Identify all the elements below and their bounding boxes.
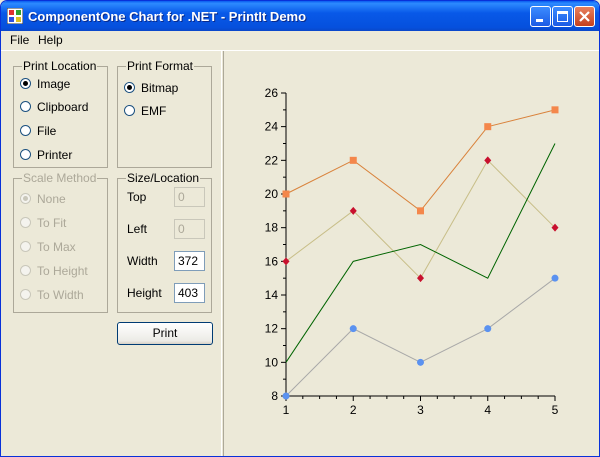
app-icon[interactable] (7, 8, 23, 24)
menu-file[interactable]: File (10, 33, 30, 47)
menu-bar: File Help (1, 31, 599, 51)
splitter[interactable] (221, 51, 224, 456)
radio-label: To Max (37, 240, 76, 254)
size-location-group: Size/Location Top 0 Left 0 Width 372 Hei… (117, 171, 212, 313)
radio-circle[interactable] (124, 82, 135, 93)
y-tick-label: 24 (265, 120, 279, 134)
print-button[interactable]: Print (117, 322, 213, 345)
left-field: 0 (174, 219, 205, 239)
x-tick-label: 2 (350, 403, 357, 417)
data-point-diamond (282, 257, 290, 266)
data-point-circle (484, 325, 492, 333)
radio-label: Image (37, 77, 71, 91)
radio-label: Clipboard (37, 100, 89, 114)
y-tick-label: 20 (265, 187, 279, 201)
y-tick-label: 16 (265, 254, 279, 268)
print-format-group: Print Format Bitmap EMF (117, 59, 212, 168)
series-line-2 (285, 159, 556, 279)
data-point-square (551, 106, 559, 114)
x-tick-label: 5 (552, 403, 559, 417)
width-field[interactable]: 372 (174, 251, 205, 271)
series-line-4 (285, 277, 556, 397)
radio-label: File (37, 124, 57, 138)
menu-help[interactable]: Help (38, 33, 63, 47)
height-field[interactable]: 403 (174, 283, 205, 303)
data-point-square (417, 207, 424, 215)
data-point-square (484, 123, 492, 131)
radio-circle (20, 241, 31, 252)
width-label: Width (127, 254, 158, 268)
data-point-diamond (551, 223, 559, 232)
minimize-icon (536, 19, 543, 22)
radio-label: To Fit (37, 216, 67, 230)
radio-circle[interactable] (20, 101, 31, 112)
radio-circle[interactable] (20, 149, 31, 160)
radio-label: Printer (37, 148, 73, 162)
data-point-square (349, 156, 357, 164)
radio-circle[interactable] (20, 125, 31, 136)
radio-label: To Height (37, 264, 88, 278)
radio-circle[interactable] (124, 105, 135, 116)
radio-circle (20, 217, 31, 228)
data-point-circle (349, 325, 357, 333)
y-tick-label: 18 (265, 221, 279, 235)
x-tick-label: 4 (484, 403, 491, 417)
radio-circle (20, 193, 31, 204)
y-tick-label: 26 (265, 86, 279, 100)
y-tick-label: 22 (265, 153, 279, 167)
maximize-button[interactable] (552, 6, 573, 27)
radio-circle (20, 265, 31, 276)
radio-label: EMF (141, 104, 167, 118)
print-location-title: Print Location (22, 59, 98, 73)
height-label: Height (127, 286, 162, 300)
close-button[interactable] (574, 6, 595, 27)
maximize-icon (557, 11, 568, 22)
series-line-1 (285, 109, 556, 212)
radio-label: None (37, 192, 66, 206)
window-title: ComponentOne Chart for .NET - PrintIt De… (28, 9, 307, 24)
y-tick-label: 8 (271, 389, 278, 403)
radio-label: Bitmap (141, 81, 179, 95)
scale-method-title: Scale Method (22, 171, 98, 185)
data-point-circle (551, 274, 559, 282)
y-tick-label: 10 (265, 355, 279, 369)
print-location-group: Print Location Image Clipboard File Prin… (13, 59, 108, 168)
print-format-title: Print Format (126, 59, 195, 73)
top-label: Top (127, 190, 147, 204)
minimize-button[interactable] (530, 6, 551, 27)
radio-circle[interactable] (20, 78, 31, 89)
y-tick-label: 12 (265, 322, 279, 336)
scale-method-group: Scale Method None To Fit To Max To Heigh… (13, 171, 108, 313)
data-point-square (282, 190, 290, 198)
title-bar[interactable]: ComponentOne Chart for .NET - PrintIt De… (1, 1, 599, 31)
x-tick-label: 1 (283, 403, 290, 417)
left-label: Left (127, 222, 148, 236)
series-line-3 (285, 143, 556, 363)
y-tick-label: 14 (265, 288, 279, 302)
data-point-diamond (349, 206, 357, 215)
close-icon (579, 11, 590, 22)
size-location-title: Size/Location (126, 171, 201, 185)
data-point-diamond (484, 156, 492, 165)
data-point-circle (282, 392, 290, 400)
data-point-diamond (417, 274, 424, 283)
x-tick-label: 3 (417, 403, 424, 417)
data-point-circle (417, 358, 424, 366)
radio-circle (20, 289, 31, 300)
top-field: 0 (174, 187, 205, 207)
radio-label: To Width (37, 288, 84, 302)
